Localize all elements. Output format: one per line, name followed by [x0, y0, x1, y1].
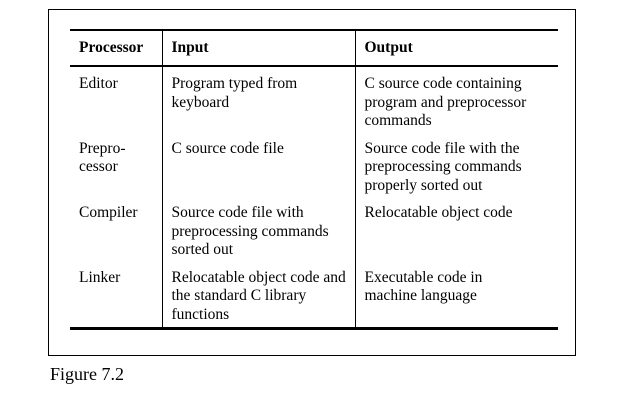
header-input: Input: [161, 29, 355, 67]
table-row: Compiler Source code file with preproces…: [70, 204, 558, 269]
processor-cell: Prepro- cessor: [79, 139, 126, 176]
table-row: Linker Relocatable object code and the s…: [70, 268, 558, 330]
output-cell: Relocatable object code: [354, 204, 558, 269]
output-cell: C source code containing program and pre…: [354, 66, 558, 140]
output-cell: Source code file with the preprocessing …: [354, 139, 558, 204]
table-row: Editor Program typed from keyboard C sou…: [70, 66, 558, 140]
input-cell: Source code file with preprocessing comm…: [161, 204, 355, 269]
processor-cell: Linker: [70, 268, 162, 330]
processor-cell: Editor: [79, 75, 118, 92]
header-row: Processor Input Output: [70, 29, 558, 67]
table-row: Prepro- cessor C source code file Source…: [70, 139, 558, 204]
input-cell: Program typed from keyboard: [161, 66, 355, 140]
input-cell: C source code file: [161, 139, 355, 204]
input-cell: Relocatable object code and the standard…: [161, 268, 355, 330]
processor-table: Processor Input Output Editor Program ty…: [70, 29, 558, 330]
header-output: Output: [354, 29, 558, 67]
figure-frame: [48, 9, 576, 356]
processor-cell: Compiler: [79, 204, 138, 221]
figure-caption: Figure 7.2: [50, 364, 124, 384]
header-processor: Processor: [70, 29, 162, 67]
output-cell: Executable code in machine language: [354, 268, 558, 330]
